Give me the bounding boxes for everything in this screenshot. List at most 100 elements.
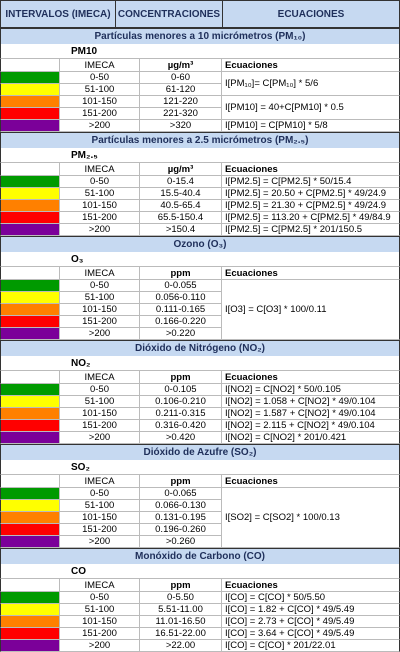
imeca-range: >200: [60, 120, 140, 132]
level-color: [0, 604, 60, 616]
equation: I[PM₁₀]= C[PM₁₀] * 5/6: [222, 72, 400, 96]
level-color: [0, 592, 60, 604]
concentration: 121-220: [140, 96, 222, 108]
concentration: 40.5-65.4: [140, 200, 222, 212]
concentration: 11.01-16.50: [140, 616, 222, 628]
level-color: [0, 108, 60, 120]
imeca-header: IMECA: [60, 162, 140, 176]
imeca-header: IMECA: [60, 370, 140, 384]
imeca-range: 51-100: [60, 500, 140, 512]
section-title: Ozono (O₃): [0, 236, 400, 252]
equation-header: Ecuaciones: [222, 162, 400, 176]
concentration: 0.166-0.220: [140, 316, 222, 328]
equation: I[NO2] = 1.587 + C[NO2] * 49/0.104: [222, 408, 400, 420]
equation: I[O3] = C[O3] * 100/0.11: [222, 280, 400, 340]
concentration: 15.5-40.4: [140, 188, 222, 200]
level-color: [0, 176, 60, 188]
level-color: [0, 120, 60, 132]
imeca-range: 51-100: [60, 292, 140, 304]
equation-header: Ecuaciones: [222, 578, 400, 592]
level-color: [0, 280, 60, 292]
imeca-range: 0-50: [60, 280, 140, 292]
imeca-range: 151-200: [60, 628, 140, 640]
imeca-range: 0-50: [60, 176, 140, 188]
unit-header: ppm: [140, 266, 222, 280]
equation: I[CO] = 1.82 + C[CO] * 49/5.49: [222, 604, 400, 616]
level-color: [0, 224, 60, 236]
imeca-range: 0-50: [60, 384, 140, 396]
unit-header: ppm: [140, 578, 222, 592]
column-header: ECUACIONES: [222, 0, 400, 28]
imeca-range: >200: [60, 536, 140, 548]
level-color: [0, 432, 60, 444]
concentration: 0.066-0.130: [140, 500, 222, 512]
concentration: 0.196-0.260: [140, 524, 222, 536]
imeca-range: 101-150: [60, 408, 140, 420]
imeca-range: 51-100: [60, 188, 140, 200]
level-color: [0, 616, 60, 628]
imeca-range: 0-50: [60, 488, 140, 500]
imeca-range: 151-200: [60, 524, 140, 536]
equation: I[PM2.5] = 21.30 + C[PM2.5] * 49/24.9: [222, 200, 400, 212]
concentration: 221-320: [140, 108, 222, 120]
equation: I[PM2.5] = 113.20 + C[PM2.5] * 49/84.9: [222, 212, 400, 224]
unit-header: ppm: [140, 474, 222, 488]
level-color: [0, 640, 60, 652]
section-title: Partículas menores a 10 micrómetros (PM₁…: [0, 28, 400, 44]
swatch-header: [0, 58, 60, 72]
concentration: 65.5-150.4: [140, 212, 222, 224]
imeca-range: 101-150: [60, 96, 140, 108]
equation: I[PM10] = 40+C[PM10] * 0.5: [222, 96, 400, 120]
level-color: [0, 328, 60, 340]
equation: I[PM10] = C[PM10] * 5/8: [222, 120, 400, 132]
section-title: Partículas menores a 2.5 micrómetros (PM…: [0, 132, 400, 148]
imeca-range: 51-100: [60, 604, 140, 616]
equation: I[CO] = C[CO] * 50/5.50: [222, 592, 400, 604]
imeca-range: 51-100: [60, 396, 140, 408]
concentration: 5.51-11.00: [140, 604, 222, 616]
level-color: [0, 396, 60, 408]
section-title: Dióxido de Nitrógeno (NO₂): [0, 340, 400, 356]
equation: I[NO2] = C[NO2] * 201/0.421: [222, 432, 400, 444]
imeca-range: 101-150: [60, 616, 140, 628]
imeca-range: >200: [60, 640, 140, 652]
concentration: 0-5.50: [140, 592, 222, 604]
concentration: 0.106-0.210: [140, 396, 222, 408]
concentration: 0-0.105: [140, 384, 222, 396]
level-color: [0, 212, 60, 224]
concentration: 0-0.055: [140, 280, 222, 292]
equation: I[CO] = C[CO] * 201/22.01: [222, 640, 400, 652]
concentration: 0-60: [140, 72, 222, 84]
pollutant-label: SO₂: [0, 460, 400, 474]
equation: I[PM2.5] = 20.50 + C[PM2.5] * 49/24.9: [222, 188, 400, 200]
level-color: [0, 628, 60, 640]
equation: I[PM2.5] = C[PM2.5] * 50/15.4: [222, 176, 400, 188]
imeca-range: 51-100: [60, 84, 140, 96]
concentration: >0.260: [140, 536, 222, 548]
imeca-range: 101-150: [60, 304, 140, 316]
equation-header: Ecuaciones: [222, 370, 400, 384]
level-color: [0, 84, 60, 96]
swatch-header: [0, 578, 60, 592]
equation: I[PM2.5] = C[PM2.5] * 201/150.5: [222, 224, 400, 236]
level-color: [0, 524, 60, 536]
swatch-header: [0, 162, 60, 176]
level-color: [0, 408, 60, 420]
level-color: [0, 512, 60, 524]
level-color: [0, 72, 60, 84]
level-color: [0, 536, 60, 548]
equation-header: Ecuaciones: [222, 474, 400, 488]
section-title: Dióxido de Azufre (SO₂): [0, 444, 400, 460]
unit-header: µg/m³: [140, 162, 222, 176]
imeca-header: IMECA: [60, 474, 140, 488]
swatch-header: [0, 370, 60, 384]
imeca-header: IMECA: [60, 266, 140, 280]
pollutant-label: NO₂: [0, 356, 400, 370]
concentration: >150.4: [140, 224, 222, 236]
pollutant-label: O₃: [0, 252, 400, 266]
equation: I[CO] = 2.73 + C[CO] * 49/5.49: [222, 616, 400, 628]
equation: I[NO2] = 1.058 + C[NO2] * 49/0.104: [222, 396, 400, 408]
swatch-header: [0, 474, 60, 488]
pollutant-label: CO: [0, 564, 400, 578]
imeca-range: 101-150: [60, 512, 140, 524]
